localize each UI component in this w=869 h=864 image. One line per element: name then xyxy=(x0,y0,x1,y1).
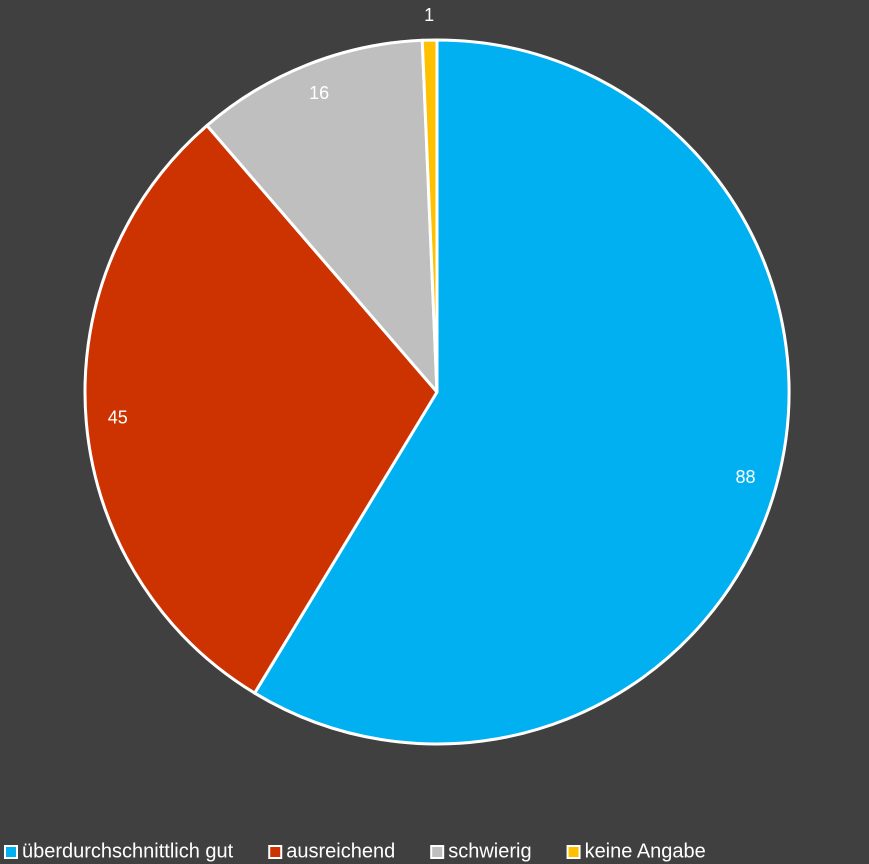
legend-label: ausreichend xyxy=(286,840,395,862)
data-label: 45 xyxy=(108,408,128,428)
pie-slice xyxy=(420,38,439,394)
legend-label: schwierig xyxy=(448,840,531,862)
legend-swatch xyxy=(268,845,283,859)
pie-slice xyxy=(83,124,439,695)
data-label: 16 xyxy=(309,83,329,103)
legend-swatch xyxy=(566,845,581,859)
legend-label: keine Angabe xyxy=(585,840,706,862)
legend-label: überdurchschnittlich gut xyxy=(22,840,234,862)
pie-slice xyxy=(253,38,791,746)
pie-slice xyxy=(205,38,439,394)
legend-swatch xyxy=(430,845,445,859)
legend-swatch xyxy=(4,845,18,859)
data-label: 88 xyxy=(736,467,756,487)
data-label: 1 xyxy=(424,5,434,25)
